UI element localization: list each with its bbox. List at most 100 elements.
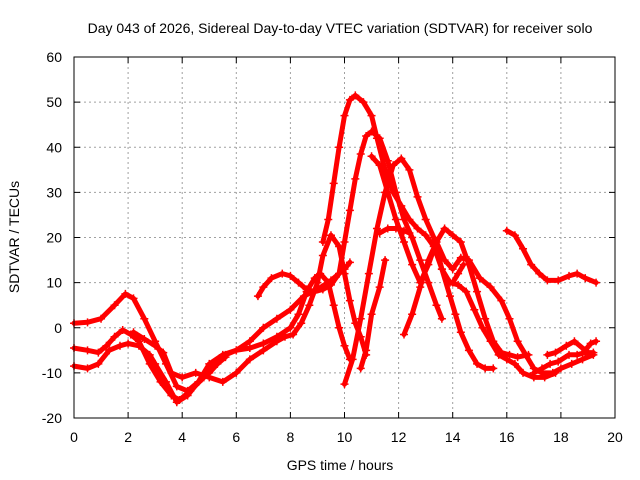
data-point-marker: [464, 256, 473, 265]
data-point-marker: [459, 260, 468, 269]
x-tick-label: 12: [391, 429, 407, 445]
data-point-marker: [367, 310, 376, 319]
x-tick-label: 14: [445, 429, 461, 445]
data-point-marker: [272, 337, 281, 346]
data-point-marker: [97, 314, 106, 323]
data-point-marker: [340, 380, 349, 389]
data-point-marker: [445, 292, 454, 301]
data-point-marker: [543, 276, 552, 285]
x-tick-label: 0: [70, 429, 78, 445]
data-point-marker: [383, 188, 392, 197]
data-point-marker: [345, 258, 354, 267]
data-point-marker: [359, 98, 368, 107]
data-point-marker: [556, 364, 565, 373]
data-point-marker: [259, 323, 268, 332]
data-point-marker: [456, 253, 465, 262]
data-point-marker: [437, 314, 446, 323]
data-point-marker: [205, 373, 214, 382]
data-point-marker: [294, 278, 303, 287]
data-point-marker: [519, 244, 528, 253]
data-point-marker: [527, 260, 536, 269]
x-tick-label: 16: [499, 429, 515, 445]
data-point-marker: [345, 95, 354, 104]
data-point-marker: [191, 368, 200, 377]
data-point-marker: [362, 131, 371, 140]
data-point-marker: [389, 161, 398, 170]
data-point-marker: [172, 382, 181, 391]
data-point-marker: [400, 226, 409, 235]
x-tick-label: 18: [553, 429, 569, 445]
data-point-marker: [497, 348, 506, 357]
data-point-marker: [183, 391, 192, 400]
data-point-marker: [286, 305, 295, 314]
data-point-marker: [592, 278, 601, 287]
data-point-marker: [448, 278, 457, 287]
data-point-marker: [413, 224, 422, 233]
data-point-marker: [454, 280, 463, 289]
data-point-marker: [272, 314, 281, 323]
data-point-marker: [481, 364, 490, 373]
data-point-marker: [475, 274, 484, 283]
series-track-15: [448, 260, 468, 287]
data-point-marker: [326, 231, 335, 240]
data-point-marker: [554, 276, 563, 285]
data-point-marker: [456, 328, 465, 337]
data-point-marker: [178, 373, 187, 382]
data-point-marker: [405, 165, 414, 174]
data-point-marker: [432, 301, 441, 310]
data-point-marker: [151, 359, 160, 368]
data-point-marker: [589, 348, 598, 357]
data-point-marker: [565, 350, 574, 359]
data-point-marker: [581, 346, 590, 355]
data-point-marker: [161, 377, 170, 386]
data-point-marker: [546, 359, 555, 368]
data-point-marker: [416, 256, 425, 265]
data-point-marker: [448, 231, 457, 240]
data-point-marker: [513, 353, 522, 362]
data-point-marker: [324, 215, 333, 224]
data-point-marker: [313, 278, 322, 287]
data-point-marker: [335, 269, 344, 278]
data-point-marker: [548, 368, 557, 377]
series-track-10: [400, 238, 598, 377]
data-point-marker: [310, 287, 319, 296]
data-point-marker: [529, 368, 538, 377]
series-layer: [70, 91, 601, 407]
data-point-marker: [391, 224, 400, 233]
x-tick-label: 4: [178, 429, 186, 445]
data-point-marker: [289, 330, 298, 339]
data-point-marker: [259, 339, 268, 348]
data-point-marker: [424, 256, 433, 265]
x-tick-label: 2: [124, 429, 132, 445]
series-track-14: [543, 337, 601, 359]
data-point-marker: [232, 368, 241, 377]
data-point-marker: [280, 332, 289, 341]
data-point-marker: [213, 359, 222, 368]
data-point-marker: [318, 238, 327, 247]
series-track-8: [356, 256, 390, 373]
data-point-marker: [510, 231, 519, 240]
x-tick-label: 8: [287, 429, 295, 445]
series-line: [401, 239, 596, 376]
data-point-marker: [110, 332, 119, 341]
data-point-marker: [372, 134, 381, 143]
data-point-marker: [519, 368, 528, 377]
data-point-marker: [451, 310, 460, 319]
y-tick-label: 50: [46, 94, 62, 110]
data-point-marker: [489, 364, 498, 373]
data-point-marker: [340, 341, 349, 350]
data-point-marker: [537, 364, 546, 373]
data-point-marker: [437, 265, 446, 274]
data-point-marker: [421, 231, 430, 240]
chart-title: Day 043 of 2026, Sidereal Day-to-day VTE…: [88, 20, 593, 36]
data-point-marker: [448, 265, 457, 274]
data-point-marker: [405, 228, 414, 237]
data-point-marker: [567, 359, 576, 368]
data-point-marker: [245, 337, 254, 346]
data-point-marker: [356, 364, 365, 373]
data-point-marker: [83, 346, 92, 355]
data-point-marker: [456, 238, 465, 247]
data-point-marker: [351, 174, 360, 183]
data-point-marker: [232, 346, 241, 355]
